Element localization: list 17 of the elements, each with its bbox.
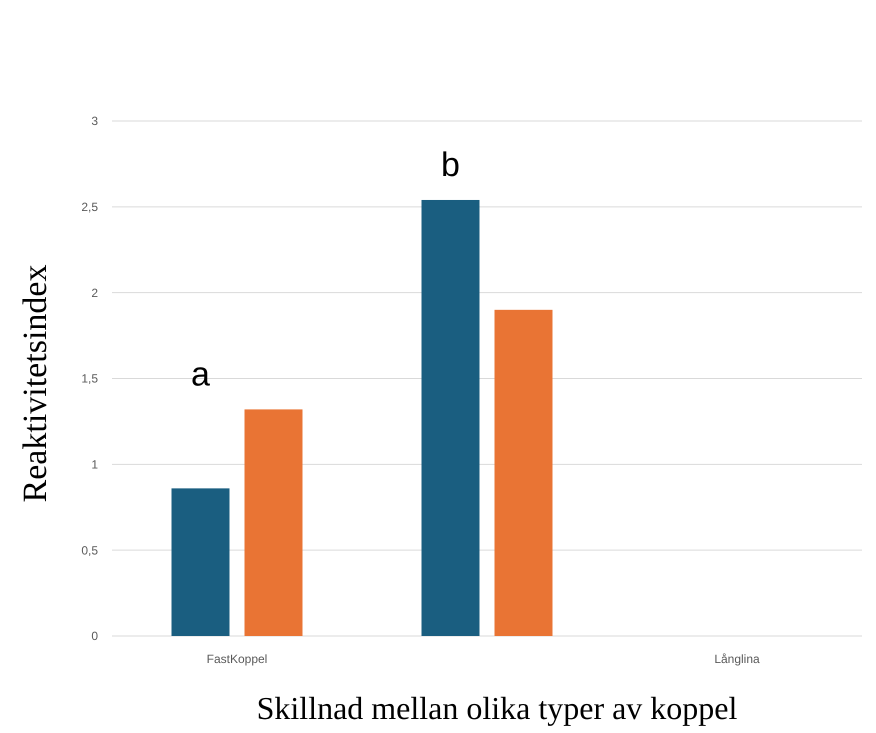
y-tick-label: 1 (91, 458, 98, 472)
y-tick-label: 1,5 (81, 372, 98, 386)
annotation: a (191, 355, 210, 394)
bar (494, 310, 552, 636)
x-axis-title: Skillnad mellan olika typer av koppel (256, 690, 738, 726)
bar (422, 200, 480, 636)
bar (244, 409, 302, 636)
annotation: b (441, 146, 460, 184)
x-tick-label: Långlina (714, 652, 760, 666)
y-tick-label: 0 (91, 629, 98, 644)
y-tick-label: 0,5 (81, 543, 98, 558)
bar (172, 488, 230, 636)
y-tick-label: 3 (91, 114, 98, 128)
y-tick-label: 2,5 (81, 200, 98, 214)
y-tick-label: 2 (91, 286, 98, 300)
y-axis-title: Reaktivitetsindex (17, 264, 54, 502)
x-tick-label: FastKoppel (206, 652, 268, 666)
